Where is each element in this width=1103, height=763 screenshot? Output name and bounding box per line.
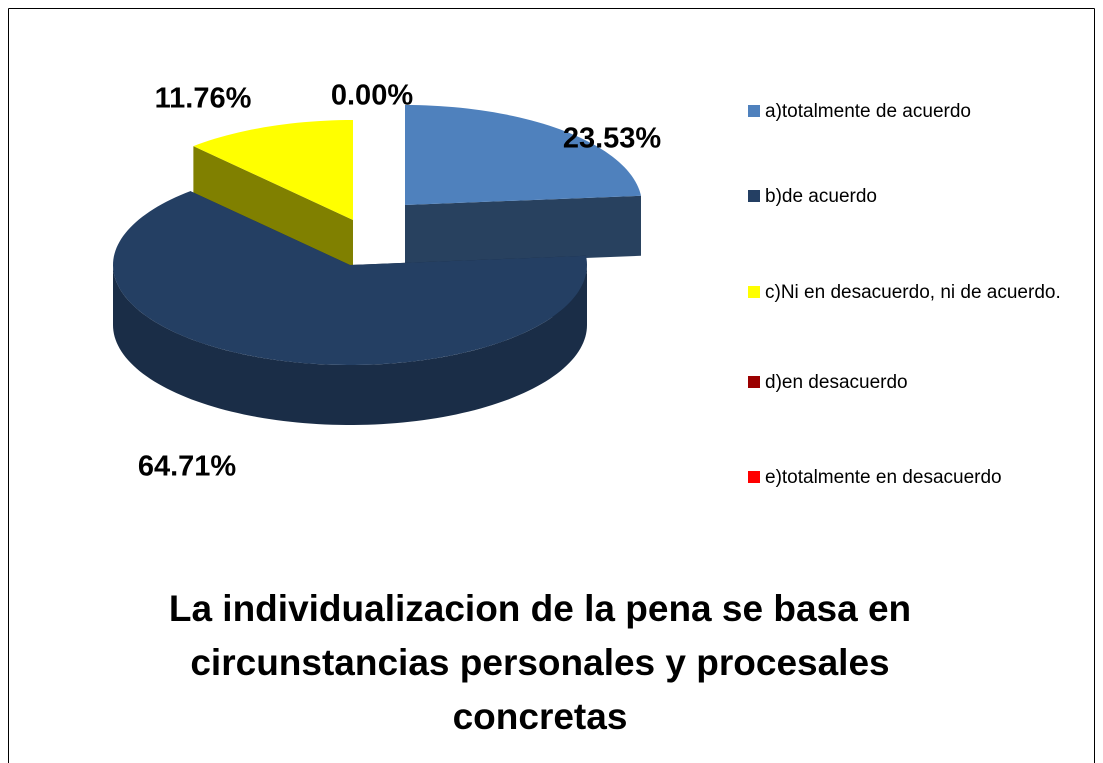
data-label: 64.71% [138,451,237,483]
legend-item: b)de acuerdo [748,184,1103,210]
data-label: 23.53% [563,123,662,155]
pie-slice [405,105,641,265]
legend-item: e)totalmente en desacuerdo [748,465,1103,491]
legend-swatch [748,471,760,483]
legend-swatch [748,105,760,117]
legend-label: b)de acuerdo [765,186,877,207]
chart-title: La individualizacion de la pena se basa … [168,588,912,737]
legend-swatch [748,376,760,388]
legend-label: c)Ni en desacuerdo, ni de acuerdo. [765,282,1061,303]
slice-wall [193,146,353,280]
slice-wall [405,195,641,265]
legend-item: c)Ni en desacuerdo, ni de acuerdo. [748,280,1103,306]
data-label: 11.76% [155,83,252,115]
data-label: 0.00% [331,80,413,112]
slice-top [193,120,353,220]
legend-item: a)totalmente de acuerdo [748,99,1103,125]
slice-top [405,105,641,205]
legend-label: d)en desacuerdo [765,372,908,393]
legend-label: e)totalmente en desacuerdo [765,467,1002,488]
pie-slice [193,120,353,280]
pie-slice [113,191,587,425]
legend-item: d)en desacuerdo [748,370,1103,396]
slice-side [113,265,587,425]
slice-top [113,191,587,365]
legend-swatch [748,190,760,202]
legend-label: a)totalmente de acuerdo [765,101,971,122]
legend-swatch [748,286,760,298]
